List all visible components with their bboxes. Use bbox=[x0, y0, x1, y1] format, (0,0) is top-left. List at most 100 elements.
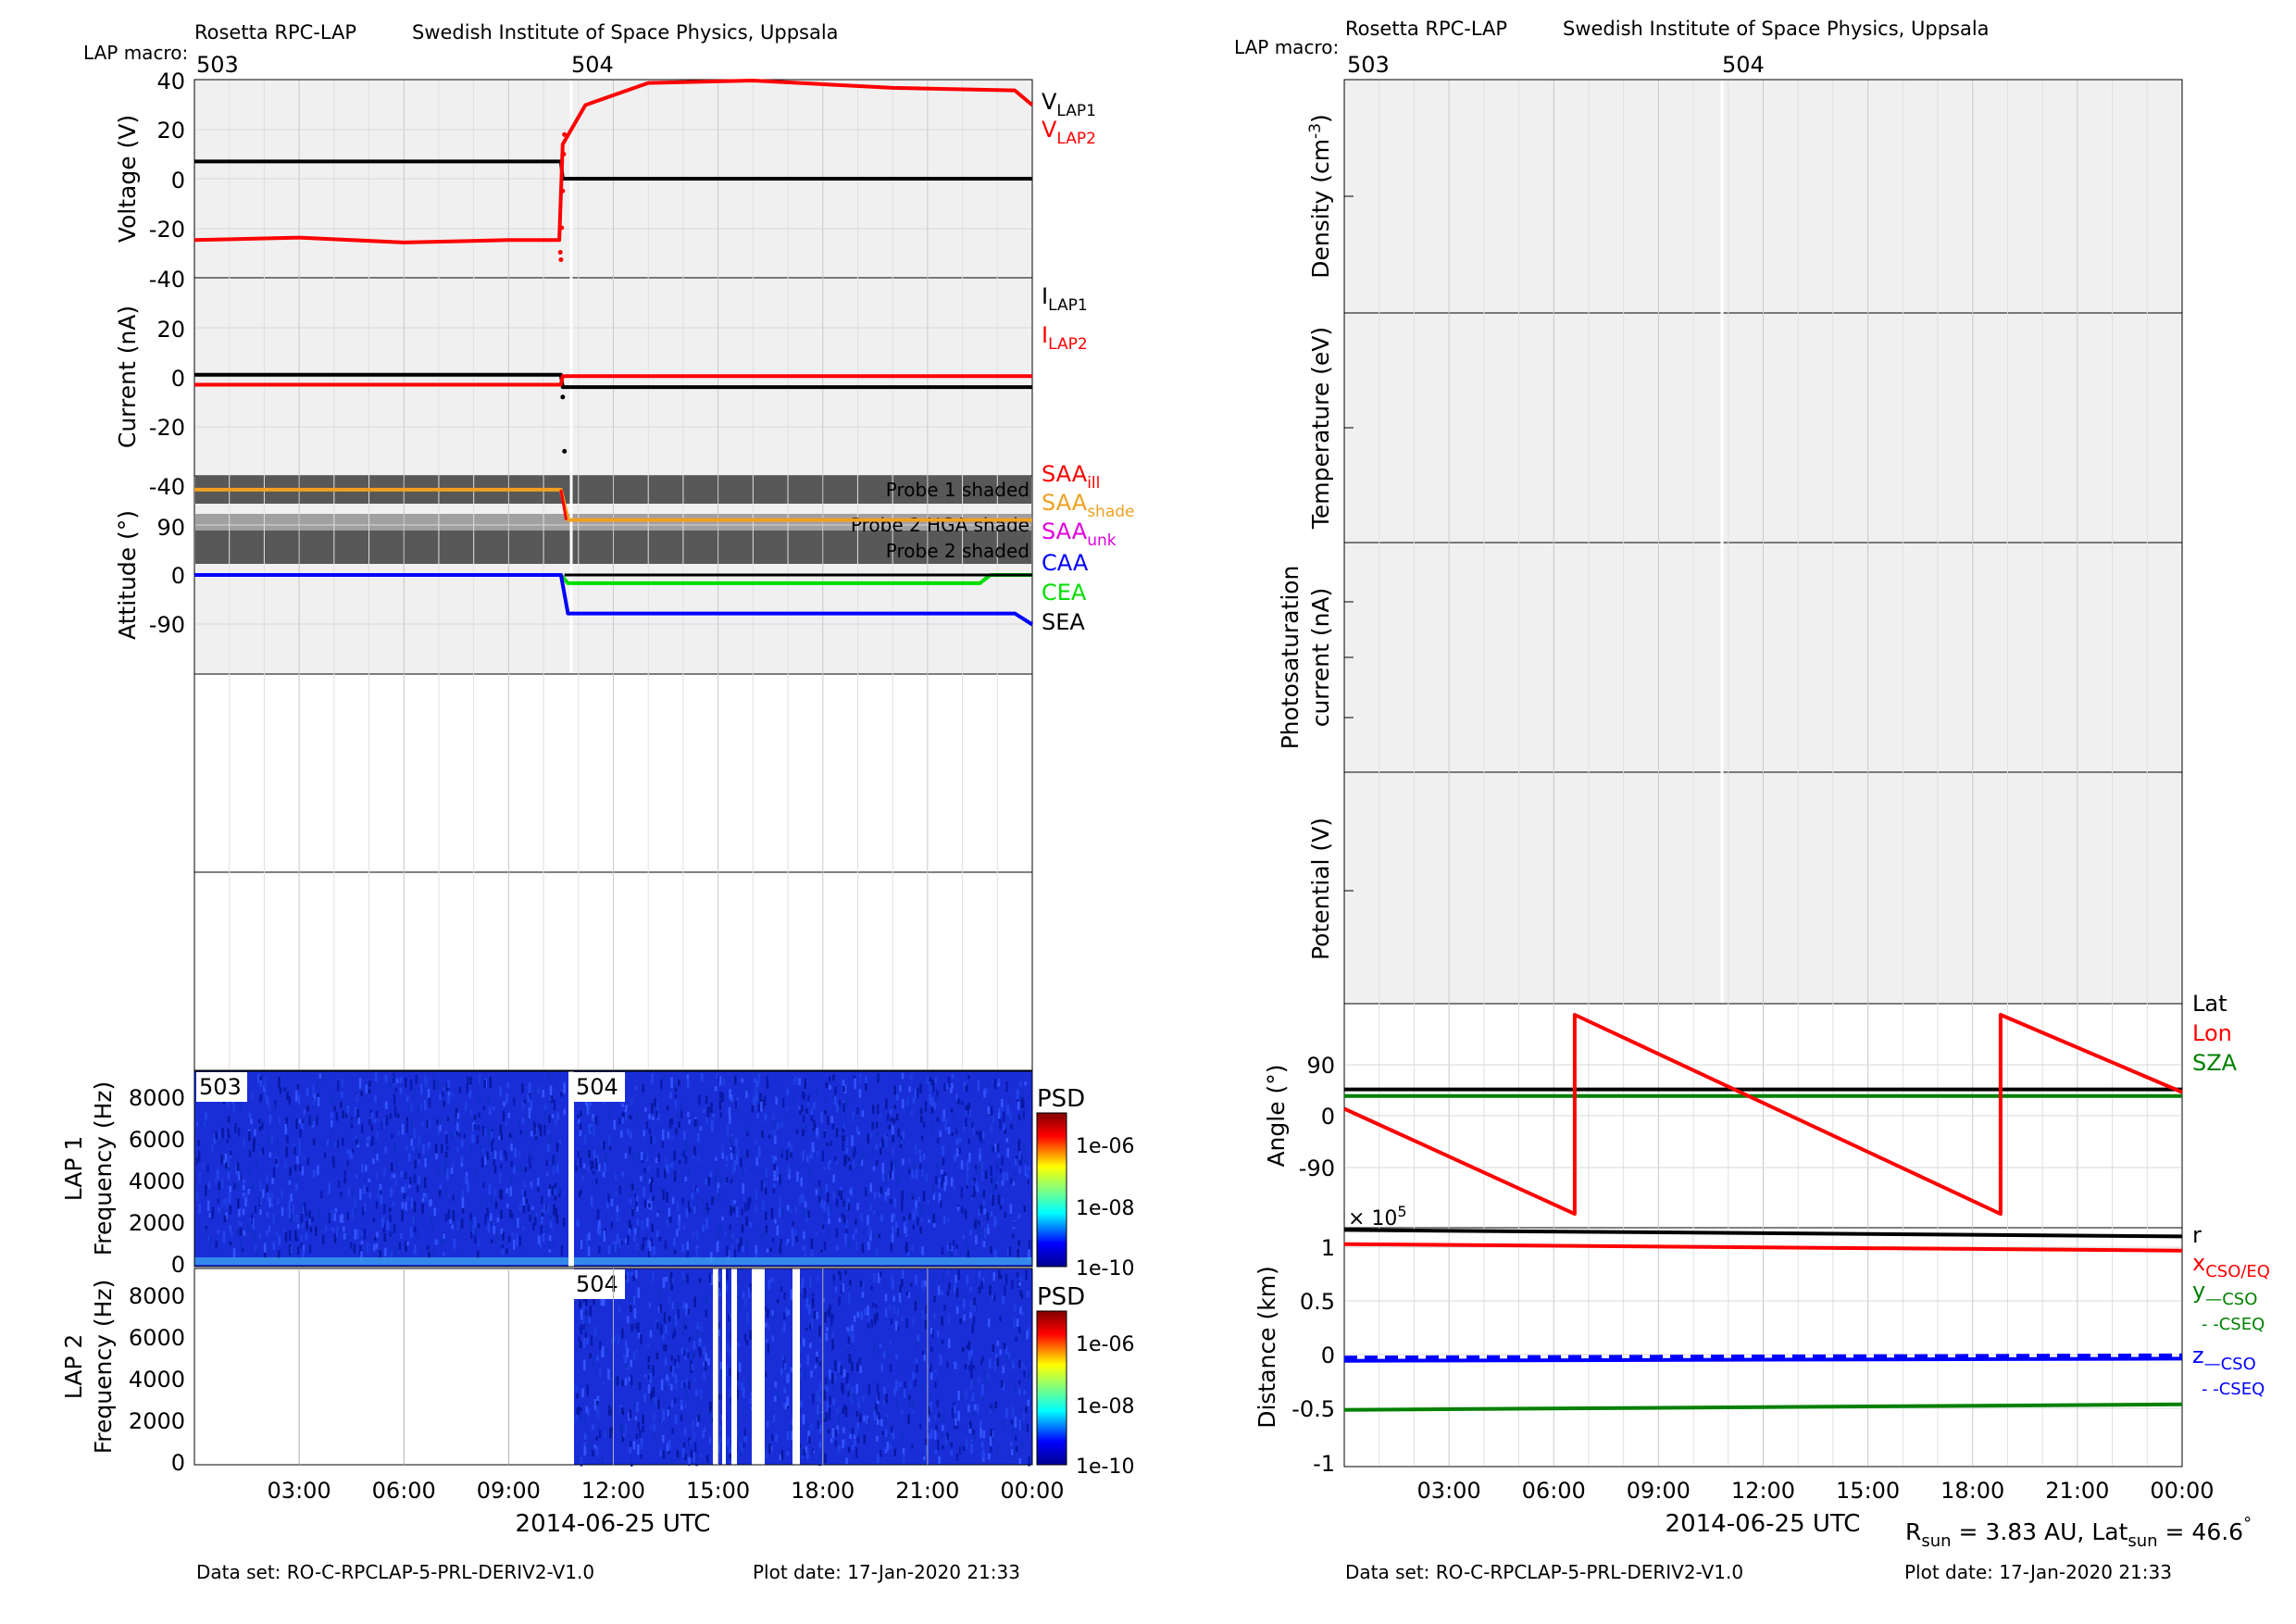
spec1-speckle bbox=[551, 1186, 555, 1195]
spec1-speckle bbox=[693, 1206, 696, 1214]
spec2-speckle bbox=[638, 1332, 641, 1338]
spec1-speckle bbox=[745, 1216, 748, 1227]
spec2-speckle bbox=[863, 1298, 866, 1307]
spec1-speckle bbox=[588, 1232, 591, 1241]
spec1-speckle bbox=[360, 1230, 363, 1236]
spec2-speckle bbox=[937, 1439, 940, 1451]
spec2-speckle bbox=[976, 1404, 980, 1413]
spec1-speckle bbox=[426, 1143, 430, 1150]
spec1-speckle bbox=[792, 1236, 794, 1247]
spec2-speckle bbox=[691, 1352, 694, 1360]
spec2-speckle bbox=[972, 1379, 976, 1386]
spec2-speckle bbox=[621, 1380, 624, 1387]
spec1-speckle bbox=[921, 1246, 924, 1255]
spec2-gap-5 bbox=[792, 1268, 800, 1465]
spec2-speckle bbox=[727, 1331, 730, 1339]
spec1-speckle bbox=[300, 1202, 304, 1213]
spec1-speckle bbox=[453, 1247, 455, 1253]
spec1-speckle bbox=[746, 1150, 749, 1158]
legend-vlap2: VLAP2 bbox=[1042, 117, 1096, 148]
spec1-speckle bbox=[961, 1101, 964, 1106]
spec1-speckle bbox=[474, 1235, 477, 1243]
spec1-speckle bbox=[978, 1131, 981, 1139]
spec1-speckle bbox=[581, 1175, 584, 1181]
spec2-speckle bbox=[693, 1378, 696, 1382]
spec1-speckle bbox=[490, 1196, 493, 1206]
spec2-speckle bbox=[678, 1453, 681, 1461]
probe2-shaded-label: Probe 2 shaded bbox=[886, 540, 1029, 562]
spec1-speckle bbox=[383, 1168, 386, 1176]
cb1-tick-1: 1e-06 bbox=[1076, 1135, 1134, 1158]
spec1-speckle bbox=[801, 1105, 804, 1112]
spec1-speckle bbox=[730, 1094, 733, 1102]
spec1-speckle bbox=[769, 1131, 772, 1137]
spec1-speckle bbox=[859, 1213, 862, 1220]
spec1-speckle bbox=[773, 1170, 776, 1181]
spec1-speckle bbox=[268, 1114, 272, 1124]
spec1-speckle bbox=[259, 1180, 262, 1192]
spec2-speckle bbox=[876, 1383, 880, 1392]
spec1-speckle bbox=[842, 1215, 846, 1224]
spec2-speckle bbox=[742, 1387, 745, 1398]
spec2-speckle bbox=[786, 1405, 790, 1409]
spec1-speckle bbox=[556, 1112, 559, 1121]
spec1-speckle bbox=[942, 1116, 944, 1122]
spec2-speckle bbox=[765, 1322, 767, 1328]
spec2-speckle bbox=[783, 1362, 787, 1370]
spec1-speckle bbox=[521, 1190, 524, 1196]
spec1-speckle bbox=[441, 1081, 444, 1087]
spec1-speckle bbox=[317, 1165, 319, 1176]
spec1-speckle bbox=[237, 1198, 240, 1209]
spec2-speckle bbox=[884, 1293, 888, 1302]
probe2-hga-label: Probe 2 HGA shade bbox=[851, 514, 1029, 536]
spec1-speckle bbox=[367, 1085, 369, 1097]
spec1-speckle bbox=[992, 1183, 995, 1193]
spec2-speckle bbox=[847, 1336, 850, 1345]
spec1-speckle bbox=[593, 1150, 596, 1158]
spec1-speckle bbox=[546, 1130, 550, 1135]
spec1-speckle bbox=[630, 1191, 632, 1195]
spec1-speckle bbox=[630, 1115, 632, 1120]
spec2-speckle bbox=[936, 1399, 939, 1407]
spec1-speckle bbox=[652, 1116, 655, 1120]
spec1-speckle bbox=[662, 1193, 665, 1201]
spec1-speckle bbox=[815, 1189, 818, 1195]
spec2-speckle bbox=[853, 1315, 856, 1322]
spec1-speckle bbox=[681, 1243, 684, 1253]
spec1-speckle bbox=[434, 1143, 438, 1154]
spec1-speckle bbox=[829, 1159, 831, 1164]
spec1-speckle bbox=[924, 1101, 928, 1112]
spec2-speckle bbox=[687, 1352, 690, 1359]
spec1-speckle bbox=[1026, 1173, 1029, 1179]
spec2-speckle bbox=[962, 1347, 965, 1353]
spec1-speckle bbox=[805, 1108, 808, 1114]
spec2-speckle bbox=[834, 1371, 837, 1382]
spec1-speckle bbox=[778, 1122, 780, 1129]
spec2-speckle bbox=[626, 1271, 630, 1283]
spec2-speckle bbox=[955, 1274, 957, 1283]
spec2-speckle bbox=[670, 1399, 674, 1407]
spec2-speckle bbox=[819, 1425, 822, 1434]
spec1-speckle bbox=[764, 1113, 767, 1121]
spec2-speckle bbox=[889, 1340, 892, 1344]
spec2-speckle bbox=[831, 1428, 835, 1439]
spec1-speckle bbox=[923, 1153, 926, 1160]
spec2-speckle bbox=[655, 1318, 658, 1324]
spec1-speckle bbox=[755, 1099, 757, 1110]
spec1-speckle bbox=[942, 1174, 944, 1183]
spec2-speckle bbox=[954, 1405, 956, 1414]
spec2-speckle bbox=[961, 1290, 964, 1295]
spec1-speckle bbox=[543, 1125, 546, 1136]
spec1-speckle bbox=[757, 1072, 760, 1084]
spec1-speckle bbox=[554, 1182, 557, 1188]
spec2-speckle bbox=[580, 1325, 582, 1334]
spec1-speckle bbox=[394, 1087, 397, 1093]
spec1-speckle bbox=[456, 1112, 460, 1119]
spec2-speckle bbox=[699, 1341, 703, 1352]
spec1-speckle bbox=[915, 1144, 917, 1155]
spec1-speckle bbox=[586, 1103, 589, 1115]
spec2-speckle bbox=[708, 1436, 712, 1444]
spec1-speckle bbox=[341, 1091, 343, 1099]
spec1-speckle bbox=[928, 1081, 931, 1092]
spec1-speckle bbox=[814, 1182, 817, 1188]
